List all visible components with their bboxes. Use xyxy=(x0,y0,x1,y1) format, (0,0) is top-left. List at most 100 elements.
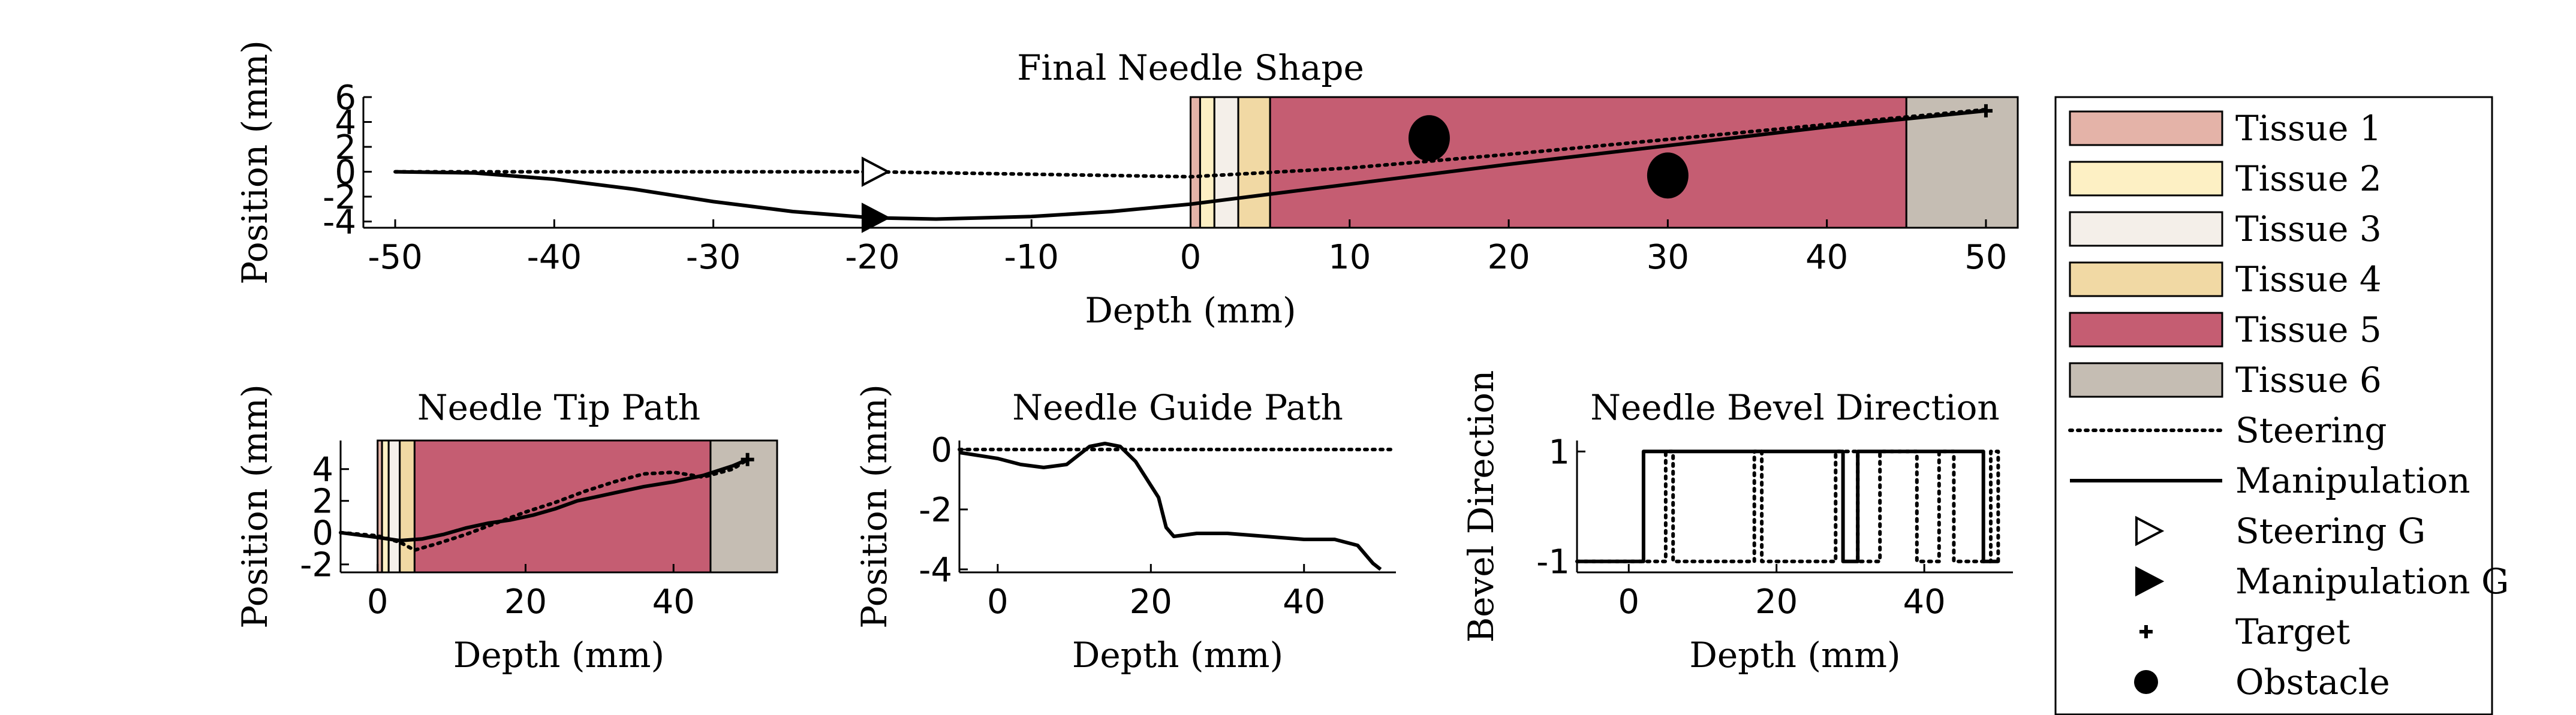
legend-label: Tissue 3 xyxy=(2235,209,2382,249)
x-tick-label: 0 xyxy=(987,583,1009,622)
legend-item: Steering xyxy=(2068,410,2387,451)
x-axis-label: Depth (mm) xyxy=(1689,635,1900,675)
legend-box xyxy=(2054,96,2493,715)
y-tick-label: 4 xyxy=(312,451,333,490)
x-tick-label: 40 xyxy=(1903,583,1946,622)
tissue-band xyxy=(1190,96,1201,229)
x-axis-label: Depth (mm) xyxy=(1072,635,1283,675)
chart-title: Needle Tip Path xyxy=(417,387,700,428)
legend-label: Tissue 1 xyxy=(2235,108,2382,149)
legend-item: Tissue 1 xyxy=(2069,108,2382,149)
legend-label: Tissue 4 xyxy=(2235,259,2382,300)
x-tick-label: 50 xyxy=(1964,238,2007,277)
dot-icon xyxy=(2134,670,2158,694)
legend-label: Tissue 2 xyxy=(2235,158,2382,199)
legend: Tissue 1 Tissue 2 Tissue 3 Tissue 4 Tissue 5… xyxy=(2054,96,2509,715)
steering-series-line xyxy=(1575,449,2000,563)
y-axis-label: Bevel Direction xyxy=(1461,370,1501,643)
legend-swatch xyxy=(2069,211,2223,247)
manipulation-series-line xyxy=(1577,449,1999,563)
x-tick-label: -20 xyxy=(845,238,899,277)
y-tick-label: 2 xyxy=(335,128,356,167)
y-tick-label: -2 xyxy=(323,178,356,217)
x-tick-label: 40 xyxy=(1805,238,1848,277)
y-tick-label: -4 xyxy=(323,203,356,242)
legend-swatch xyxy=(2069,261,2223,297)
y-tick-label: 1 xyxy=(1548,433,1570,472)
plus-icon xyxy=(2139,625,2153,638)
y-axis-label: Position (mm) xyxy=(234,40,275,285)
chart-title: Final Needle Shape xyxy=(1017,47,1364,88)
x-tick-label: 0 xyxy=(367,583,389,622)
legend-label: Steering G xyxy=(2235,511,2425,551)
tissue-band xyxy=(1199,96,1215,229)
manipulation-series-line xyxy=(340,458,748,542)
legend-swatch xyxy=(2069,161,2223,197)
x-axis-label: Depth (mm) xyxy=(1085,290,1296,331)
y-axis-label: Position (mm) xyxy=(854,384,895,629)
legend-item: Tissue 2 xyxy=(2069,158,2382,199)
legend-swatch xyxy=(2069,362,2223,398)
y-axis-label: Position (mm) xyxy=(234,384,275,629)
charts-layer: -50 -40 -30 -20 -10 0 10 20 30 40 506420-2-4Final … xyxy=(234,40,2019,675)
tissue-band xyxy=(399,439,416,574)
y-tick-label: -2 xyxy=(919,491,952,530)
legend-item: Tissue 6 xyxy=(2069,360,2382,400)
x-tick-label: 20 xyxy=(1487,238,1530,277)
chart-bevel: 0 20 40 1 -1 Needle Bevel Direction Depth (mm)… xyxy=(1461,370,2013,675)
x-tick-label: 10 xyxy=(1328,238,1371,277)
x-axis-label: Depth (mm) xyxy=(453,635,664,675)
chart-shape: -50 -40 -30 -20 -10 0 10 20 30 40 506420-2-4Final … xyxy=(234,40,2019,331)
manipulation-g-marker xyxy=(861,203,891,233)
chart-title: Needle Bevel Direction xyxy=(1590,387,2000,428)
x-tick-label: 30 xyxy=(1647,238,1689,277)
chart-title: Needle Guide Path xyxy=(1012,387,1343,428)
x-tick-label: -30 xyxy=(686,238,741,277)
legend-item: Tissue 4 xyxy=(2069,259,2382,300)
legend-label: Tissue 5 xyxy=(2235,309,2382,350)
legend-swatch xyxy=(2069,312,2223,348)
legend-items: Tissue 1 Tissue 2 Tissue 3 Tissue 4 Tissue 5… xyxy=(2068,108,2509,702)
y-tick-label: -4 xyxy=(919,551,952,590)
tissue-band xyxy=(1237,96,1271,229)
legend-item: Manipulation xyxy=(2070,460,2470,501)
legend-item: Manipulation G xyxy=(2135,561,2509,602)
tissue-band xyxy=(1269,96,1907,229)
y-tick-label: 4 xyxy=(335,104,356,143)
x-tick-label: 20 xyxy=(1755,583,1798,622)
x-tick-label: -40 xyxy=(527,238,582,277)
x-tick-label: -50 xyxy=(368,238,422,277)
y-tick-label: 2 xyxy=(312,482,333,521)
chart-guide: 0 20 40 0 -2 -4 Needle Guide Path Depth (mm) Pos… xyxy=(854,384,1398,675)
y-tick-label: -2 xyxy=(300,546,333,585)
legend-label: Target xyxy=(2235,611,2350,652)
x-tick-label: 0 xyxy=(1618,583,1639,622)
legend-label: Manipulation G xyxy=(2235,561,2509,602)
target-marker xyxy=(1979,104,1993,117)
tissue-band xyxy=(1213,96,1239,229)
x-tick-label: 40 xyxy=(1283,583,1325,622)
legend-swatch xyxy=(2069,110,2223,146)
y-tick-label: 0 xyxy=(931,431,952,470)
legend-item: Steering G xyxy=(2135,511,2425,551)
legend-label: Obstacle xyxy=(2235,662,2390,702)
steering-series-line xyxy=(339,457,750,552)
manipulation-series-line xyxy=(395,108,1987,221)
manipulation-series-line xyxy=(959,442,1382,571)
x-tick-label: 20 xyxy=(1130,583,1172,622)
legend-label: Tissue 6 xyxy=(2235,360,2382,400)
steering-series-line xyxy=(393,107,1988,179)
obstacle-marker xyxy=(1647,152,1689,199)
tissue-band xyxy=(387,439,401,574)
y-tick-label: 0 xyxy=(312,514,333,553)
legend-item: Tissue 3 xyxy=(2069,209,2382,249)
legend-item: Tissue 5 xyxy=(2069,309,2382,350)
x-tick-label: 40 xyxy=(652,583,695,622)
legend-item: Obstacle xyxy=(2134,662,2390,702)
target-marker xyxy=(741,452,754,466)
filled-triangle-icon xyxy=(2135,566,2165,597)
tissue-band xyxy=(381,439,390,574)
x-tick-label: 20 xyxy=(504,583,547,622)
